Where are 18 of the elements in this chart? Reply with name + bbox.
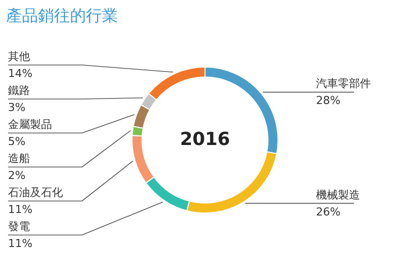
slice-label: 鐵路 bbox=[8, 84, 30, 97]
slice-label: 發電 bbox=[8, 220, 30, 233]
data-label: 5% bbox=[8, 135, 26, 148]
data-label: 28% bbox=[316, 94, 340, 108]
data-label: 14% bbox=[8, 67, 32, 80]
data-label: 2% bbox=[8, 169, 26, 182]
slice-label: 造船 bbox=[8, 152, 30, 165]
slice-label: 金屬製品 bbox=[8, 118, 52, 131]
data-label: 3% bbox=[8, 101, 26, 114]
chart-title: 產品銷往的行業 bbox=[6, 6, 118, 25]
data-label: 11% bbox=[8, 237, 32, 250]
text: 2016 bbox=[180, 129, 230, 150]
data-label: 26% bbox=[316, 205, 340, 218]
slice-label: 其他 bbox=[8, 50, 30, 63]
data-label: 11% bbox=[8, 203, 32, 216]
slice-label: 機械製造 bbox=[316, 188, 360, 202]
slice-label: 石油及石化 bbox=[8, 186, 63, 199]
slice-label: 汽車零部件 bbox=[316, 77, 371, 90]
